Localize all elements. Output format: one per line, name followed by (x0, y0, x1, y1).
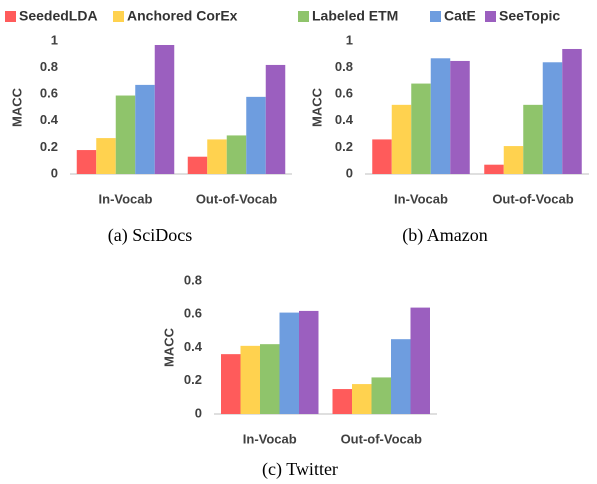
bar (430, 58, 451, 174)
y-tick-label: 0.6 (335, 86, 353, 101)
legend-label: Anchored CorEx (127, 8, 238, 24)
y-tick-label: 1 (346, 32, 353, 47)
bar (76, 150, 97, 174)
y-axis-label: MACC (309, 87, 324, 127)
bar (221, 354, 241, 414)
bar (484, 164, 504, 174)
bar (265, 64, 286, 174)
bar (187, 156, 208, 174)
y-tick-label: 0.4 (40, 112, 59, 127)
bar (299, 310, 319, 414)
bar (240, 345, 260, 414)
legend-label: SeeTopic (499, 8, 560, 24)
legend-swatch (298, 11, 309, 22)
y-tick-label: 0.6 (184, 306, 202, 321)
bar (562, 48, 582, 175)
bar (260, 344, 280, 414)
legend-label: SeededLDA (19, 8, 98, 24)
bar (371, 377, 391, 414)
legend-label: Labeled ETM (312, 8, 398, 24)
y-tick-label: 0.8 (40, 59, 58, 74)
bar (391, 104, 412, 174)
bar (135, 84, 155, 174)
x-tick-label: Out-of-Vocab (492, 191, 573, 206)
bar (391, 339, 411, 414)
bar (450, 60, 470, 175)
x-tick-label: In-Vocab (243, 431, 297, 446)
bar (96, 138, 116, 174)
x-tick-label: In-Vocab (99, 191, 153, 206)
y-tick-label: 0 (51, 165, 58, 180)
y-tick-label: 1 (51, 32, 58, 47)
bar (115, 95, 136, 174)
bar (226, 135, 247, 174)
caption: (c) Twitter (262, 459, 338, 480)
bar (372, 139, 392, 174)
bar (332, 389, 352, 414)
y-tick-label: 0.8 (335, 59, 353, 74)
bar (352, 384, 372, 414)
y-tick-label: 0.6 (40, 86, 58, 101)
legend-swatch (5, 11, 16, 22)
y-axis-label: MACC (161, 327, 176, 367)
y-axis-label: MACC (9, 87, 24, 127)
y-tick-label: 0.8 (184, 272, 202, 287)
caption: (b) Amazon (402, 225, 487, 246)
legend-label: CatE (444, 8, 476, 24)
x-tick-label: Out-of-Vocab (196, 191, 277, 206)
y-tick-label: 0.2 (40, 139, 58, 154)
y-tick-label: 0.2 (184, 372, 202, 387)
bar (207, 139, 227, 174)
bar (503, 146, 524, 174)
caption: (a) SciDocs (108, 225, 192, 246)
bar (154, 44, 175, 174)
y-tick-label: 0.4 (184, 339, 203, 354)
x-tick-label: In-Vocab (394, 191, 448, 206)
bar (279, 312, 299, 414)
bar (542, 62, 563, 174)
y-tick-label: 0.2 (335, 139, 353, 154)
bar (410, 307, 430, 414)
y-tick-label: 0 (195, 405, 202, 420)
bar (246, 96, 266, 174)
legend-swatch (485, 11, 496, 22)
legend-swatch (430, 11, 441, 22)
y-tick-label: 0 (346, 165, 353, 180)
legend-swatch (113, 11, 124, 22)
x-tick-label: Out-of-Vocab (341, 431, 422, 446)
bar (523, 104, 543, 174)
y-tick-label: 0.4 (335, 112, 354, 127)
bar (411, 83, 431, 174)
